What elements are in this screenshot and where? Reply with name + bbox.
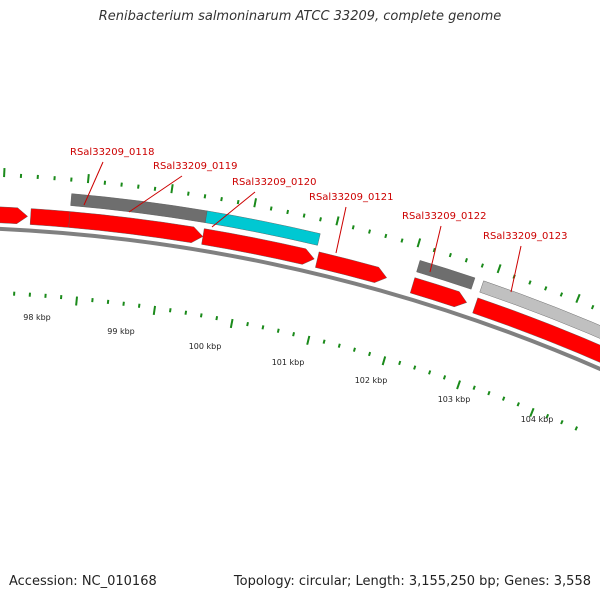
- gene-track: [0, 193, 600, 363]
- upper-tick: [236, 199, 240, 205]
- gene-label: RSal33209_0118: [70, 147, 154, 158]
- label-leader-line: [211, 191, 256, 228]
- lower-tick: [398, 360, 402, 366]
- lower-tick: [276, 328, 280, 333]
- lower-tick: [560, 419, 564, 425]
- upper-tick: [528, 280, 532, 285]
- lower-tick: [381, 356, 387, 366]
- backbone-arc: [0, 226, 600, 372]
- lower-tick: [574, 426, 578, 431]
- lower-tick: [368, 351, 372, 357]
- lower-tick: [75, 296, 78, 306]
- label-leader-line: [83, 161, 104, 206]
- gene-cds-reverse: [409, 277, 468, 308]
- upper-tick: [187, 191, 190, 196]
- lower-tick: [529, 407, 535, 417]
- kbp-label: 102 kbp: [355, 376, 388, 385]
- lower-tick: [472, 385, 476, 390]
- upper-tick: [286, 209, 290, 215]
- label-leader-line: [429, 225, 442, 273]
- kbp-label: 98 kbp: [23, 313, 51, 322]
- gene-cds-reverse: [472, 297, 600, 363]
- upper-tick: [170, 184, 174, 194]
- gene-pseudo: [479, 280, 600, 339]
- kbp-label: 100 kbp: [189, 342, 222, 351]
- upper-tick: [351, 225, 355, 230]
- gene-cds-reverse: [29, 208, 71, 228]
- upper-tick: [253, 198, 257, 208]
- lower-tick: [428, 370, 432, 375]
- upper-tick: [559, 292, 564, 297]
- kbp-label: 103 kbp: [438, 395, 471, 404]
- genome-summary: Topology: circular; Length: 3,155,250 bp…: [233, 574, 591, 589]
- label-leader-line: [128, 175, 183, 213]
- upper-tick: [496, 264, 502, 274]
- lower-tick: [292, 332, 296, 337]
- label-leader-line: [510, 245, 522, 293]
- lower-tick: [352, 347, 356, 352]
- gene-cds-reverse: [315, 251, 388, 283]
- upper-tick: [416, 238, 422, 248]
- kbp-label: 101 kbp: [272, 358, 305, 367]
- lower-tick: [501, 396, 506, 401]
- lower-tick: [184, 310, 188, 315]
- lower-tick: [487, 390, 491, 396]
- gene-label: RSal33209_0122: [402, 211, 486, 222]
- upper-tick: [153, 186, 157, 191]
- lower-tick: [545, 413, 550, 419]
- upper-tick: [448, 252, 452, 258]
- lower-tick: [229, 318, 234, 329]
- gene-label: RSal33209_0123: [483, 231, 567, 242]
- kbp-label: 104 kbp: [521, 415, 554, 424]
- upper-tick: [480, 263, 484, 268]
- upper-tick: [269, 206, 273, 211]
- kbp-label-layer: 98 kbp 99 kbp 100 kbp 101 kbp 102 kbp 103 kbp…: [23, 313, 553, 424]
- gene-cds-reverse: [0, 206, 28, 224]
- lower-tick: [137, 303, 141, 308]
- upper-tick: [220, 196, 223, 202]
- gene-cds-reverse: [201, 228, 315, 265]
- lower-tick: [199, 313, 203, 318]
- label-leader-lines: [83, 161, 522, 293]
- upper-tick: [86, 174, 90, 184]
- upper-tick: [575, 293, 581, 303]
- genome-backbone: [0, 226, 600, 372]
- label-leader-line: [335, 206, 347, 254]
- gene-cds-reverse: [68, 211, 204, 243]
- gene-label: RSal33209_0121: [309, 192, 393, 203]
- lower-tick-track: [13, 291, 578, 431]
- lower-tick: [246, 321, 249, 327]
- accession-label: Accession: NC_010168: [9, 574, 157, 589]
- lower-tick: [306, 335, 311, 345]
- upper-tick: [432, 247, 436, 253]
- lower-tick: [152, 305, 157, 316]
- upper-tick: [368, 229, 372, 234]
- gene-label: RSal33209_0119: [153, 161, 237, 172]
- lower-tick: [261, 325, 265, 330]
- gene-label-layer: RSal33209_0118 RSal33209_0119 RSal33209_01…: [70, 147, 567, 242]
- lower-tick: [516, 402, 520, 407]
- upper-tick-track: [3, 167, 595, 310]
- gene-label: RSal33209_0120: [232, 177, 316, 188]
- lower-tick: [442, 375, 447, 380]
- upper-tick: [335, 216, 340, 226]
- upper-tick: [203, 194, 207, 199]
- upper-tick: [590, 304, 595, 310]
- lower-tick: [168, 308, 172, 313]
- lower-tick: [456, 380, 461, 390]
- lower-tick: [215, 315, 219, 321]
- upper-tick: [400, 238, 404, 243]
- upper-tick: [464, 258, 468, 263]
- upper-tick: [319, 217, 322, 222]
- upper-tick: [544, 286, 548, 291]
- upper-tick: [384, 233, 388, 239]
- lower-tick: [337, 343, 341, 348]
- upper-tick: [302, 213, 306, 218]
- lower-tick: [322, 339, 326, 344]
- genome-title: Renibacterium salmoninarum ATCC 33209, c…: [98, 9, 502, 24]
- kbp-label: 99 kbp: [107, 327, 135, 336]
- lower-tick: [413, 365, 417, 370]
